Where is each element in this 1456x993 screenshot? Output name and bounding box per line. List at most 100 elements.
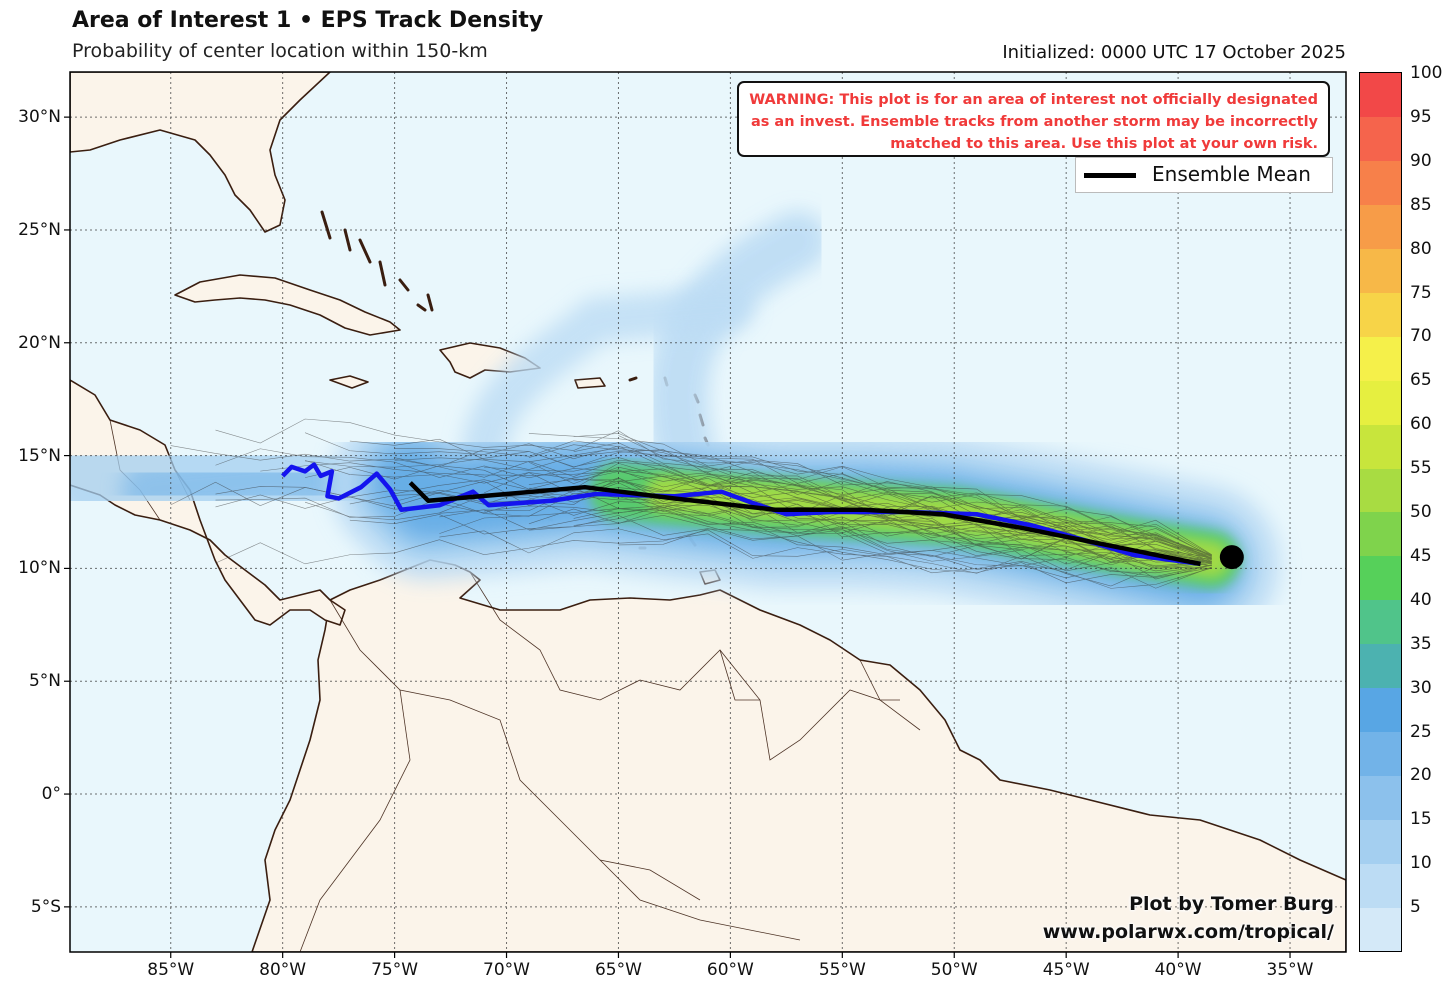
colorbar-tick-label: 85 bbox=[1410, 194, 1432, 215]
legend: Ensemble Mean bbox=[1075, 157, 1333, 193]
lon-label: 35°W bbox=[1266, 960, 1314, 980]
colorbar-tick-label: 60 bbox=[1410, 414, 1432, 435]
jamaica-land bbox=[329, 375, 369, 389]
axis-ticks bbox=[64, 116, 1291, 958]
colorbar-segment bbox=[1360, 204, 1401, 250]
initialized-time: Initialized: 0000 UTC 17 October 2025 bbox=[1002, 42, 1346, 63]
lon-label: 85°W bbox=[147, 960, 195, 980]
warning-text: WARNING: This plot is for an area of int… bbox=[749, 92, 1318, 152]
colorbar-tick-label: 35 bbox=[1410, 633, 1432, 654]
ensemble-member-track bbox=[394, 485, 1212, 563]
ensemble-mean-track bbox=[408, 481, 1201, 567]
map-title: Area of Interest 1 • EPS Track Density bbox=[72, 8, 544, 33]
puerto-rico-land bbox=[574, 377, 606, 389]
colorbar-tick-label: 40 bbox=[1410, 589, 1432, 610]
colorbar-segment bbox=[1360, 73, 1401, 118]
lat-label: 15°N bbox=[18, 445, 61, 466]
ensemble-member-track bbox=[573, 442, 1212, 556]
lon-label: 65°W bbox=[594, 960, 642, 980]
lon-label: 60°W bbox=[706, 960, 754, 980]
legend-ensemble-mean-label: Ensemble Mean bbox=[1152, 162, 1311, 186]
colorbar-segment bbox=[1360, 468, 1401, 513]
ensemble-member-track bbox=[573, 468, 1212, 560]
lat-label: 5°N bbox=[28, 671, 61, 692]
colorbar-segment bbox=[1360, 687, 1401, 732]
colorbar-segment bbox=[1360, 116, 1401, 162]
colorbar-segment bbox=[1360, 336, 1401, 381]
ensemble-member-track bbox=[349, 508, 1212, 566]
country-borders bbox=[109, 419, 921, 952]
colorbar-segment bbox=[1360, 819, 1401, 864]
colorbar-segment bbox=[1360, 863, 1401, 908]
initial-position-marker bbox=[1219, 545, 1244, 570]
colorbar-tick-label: 90 bbox=[1410, 150, 1432, 171]
ensemble-member-track bbox=[439, 506, 1212, 580]
colorbar-tick-label: 75 bbox=[1410, 282, 1432, 303]
colorbar-tick-label: 100 bbox=[1410, 63, 1443, 83]
lat-label: 30°N bbox=[18, 107, 61, 128]
ensemble-member-track bbox=[528, 433, 1212, 556]
plot-area bbox=[70, 72, 1346, 952]
lon-label: 70°W bbox=[483, 960, 530, 980]
lon-label: 55°W bbox=[818, 960, 866, 980]
credit-author: Plot by Tomer Burg bbox=[1129, 893, 1334, 915]
ensemble-member-track bbox=[439, 489, 1212, 570]
south-america-land bbox=[251, 559, 1346, 952]
map-subtitle: Probability of center location within 15… bbox=[72, 40, 488, 62]
colorbar-segment bbox=[1360, 775, 1401, 820]
colorbar-tick-label: 95 bbox=[1410, 106, 1432, 127]
ensemble-member-track bbox=[439, 528, 1212, 589]
lon-label: 75°W bbox=[371, 960, 419, 980]
ensemble-member-track bbox=[528, 515, 1212, 589]
colorbar-tick-label: 55 bbox=[1410, 458, 1432, 479]
ensemble-member-track bbox=[349, 438, 1212, 556]
lat-label: 20°N bbox=[18, 332, 61, 353]
ensemble-member-track bbox=[304, 495, 1212, 564]
colorbar-segment bbox=[1360, 248, 1401, 293]
colorbar-tick-label: 25 bbox=[1410, 721, 1432, 742]
colorbar-segment bbox=[1360, 907, 1401, 952]
colorbar-segment bbox=[1360, 292, 1401, 337]
colorbar-segment bbox=[1360, 380, 1401, 425]
lon-label: 50°W bbox=[930, 960, 978, 980]
colorbar-segment bbox=[1360, 731, 1401, 776]
colorbar-tick-label: 80 bbox=[1410, 238, 1432, 259]
ensemble-member-track bbox=[305, 451, 1212, 558]
lon-label: 40°W bbox=[1154, 960, 1202, 980]
colorbar-segment bbox=[1360, 160, 1401, 206]
colorbar-tick-label: 15 bbox=[1410, 809, 1432, 830]
plot-frame bbox=[69, 71, 1347, 953]
ensemble-member-track bbox=[170, 445, 1212, 557]
credit-url: www.polarwx.com/tropical/ bbox=[1042, 921, 1334, 943]
florida-land bbox=[70, 72, 331, 233]
colorbar-segment bbox=[1360, 512, 1401, 557]
colorbar-segment bbox=[1360, 555, 1401, 601]
colorbar-segment bbox=[1360, 599, 1401, 645]
colorbar-tick-label: 5 bbox=[1410, 897, 1421, 918]
ensemble-member-track bbox=[484, 492, 1212, 563]
ensemble-member-track bbox=[215, 487, 1212, 566]
colorbar-tick-label: 30 bbox=[1410, 677, 1432, 698]
colorbar-tick-label: 10 bbox=[1410, 853, 1432, 874]
ensemble-member-tracks bbox=[170, 418, 1212, 589]
colorbar-segment bbox=[1360, 424, 1401, 469]
colorbar-tick-label: 70 bbox=[1410, 326, 1432, 347]
lon-label: 80°W bbox=[259, 960, 307, 980]
colorbar-tick-label: 50 bbox=[1410, 502, 1432, 522]
colorbar bbox=[1359, 72, 1402, 952]
colorbar-tick-label: 65 bbox=[1410, 370, 1432, 391]
credit: Plot by Tomer Burg www.polarwx.com/tropi… bbox=[1043, 890, 1334, 946]
colorbar-tick-label: 20 bbox=[1410, 765, 1432, 786]
colorbar-segment bbox=[1360, 643, 1401, 689]
colorbar-tick-label: 45 bbox=[1410, 545, 1432, 566]
lat-label: 5°S bbox=[30, 896, 61, 917]
lat-label: 10°N bbox=[18, 558, 61, 579]
warning-box: WARNING: This plot is for an area of int… bbox=[737, 81, 1330, 157]
lat-label: 0° bbox=[41, 784, 61, 805]
lat-label: 25°N bbox=[18, 219, 61, 240]
ensemble-member-track bbox=[528, 508, 1212, 574]
ensemble-member-track bbox=[215, 529, 1212, 587]
ensemble-member-track bbox=[618, 435, 1212, 556]
ensemble-member-track bbox=[439, 508, 1212, 572]
